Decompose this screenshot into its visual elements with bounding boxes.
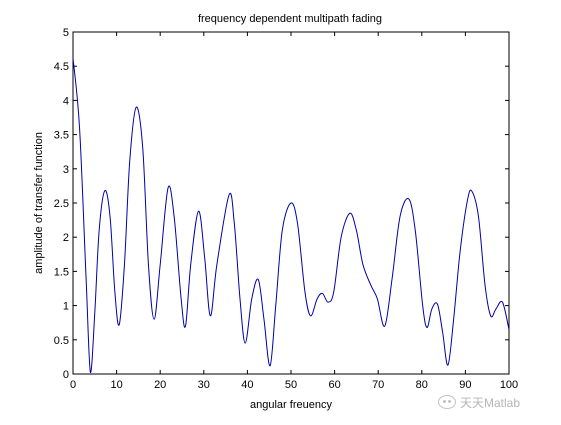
y-tick-label: 0 [63, 369, 69, 381]
y-axis-ticks: 0 0.5 1 1.5 2 2.5 3 3.5 4 4.5 5 [54, 27, 509, 381]
series-line-amplitude [72, 57, 510, 374]
x-tick-label: 30 [198, 379, 210, 391]
x-axis-label: angular freuency [250, 399, 332, 411]
watermark: 天天Matlab [438, 390, 558, 414]
x-tick-label: 40 [241, 379, 253, 391]
x-tick-label: 0 [70, 379, 76, 391]
x-tick-label: 60 [328, 379, 340, 391]
y-tick-label: 4.5 [54, 61, 69, 73]
y-tick-label: 1 [63, 301, 69, 313]
y-tick-label: 1.5 [54, 266, 69, 278]
x-tick-label: 20 [154, 379, 166, 391]
x-tick-label: 100 [500, 379, 518, 391]
chat-bubble-icon [438, 395, 456, 409]
chart-title: frequency dependent multipath fading [198, 13, 382, 25]
y-tick-label: 0.5 [54, 335, 69, 347]
x-axis-ticks: 0 10 20 30 40 50 60 70 80 90 100 [70, 32, 518, 391]
y-axis-label: amplitude of transfer function [33, 132, 45, 274]
x-tick-label: 50 [285, 379, 297, 391]
y-tick-label: 2 [63, 232, 69, 244]
watermark-text: 天天Matlab [460, 395, 521, 410]
x-tick-label: 70 [372, 379, 384, 391]
y-tick-label: 2.5 [54, 198, 69, 210]
y-tick-label: 5 [63, 27, 69, 39]
x-tick-label: 10 [110, 379, 122, 391]
y-tick-label: 3 [63, 164, 69, 176]
x-tick-label: 90 [459, 379, 471, 391]
y-tick-label: 3.5 [54, 130, 69, 142]
x-tick-label: 80 [416, 379, 428, 391]
y-tick-label: 4 [63, 95, 69, 107]
